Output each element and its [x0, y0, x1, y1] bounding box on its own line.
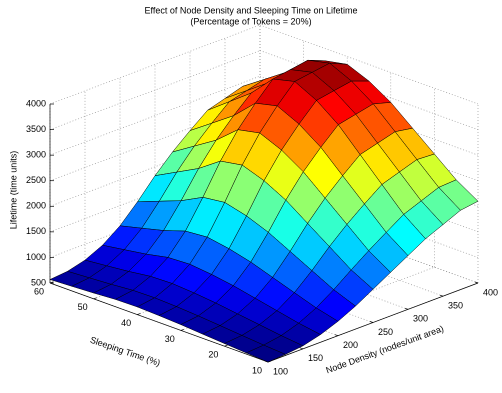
x-tick-label: 350: [448, 301, 463, 311]
y-tick-label: 30: [165, 334, 175, 344]
z-tick-label: 4000: [26, 98, 46, 108]
grid-line: [224, 266, 435, 347]
x-tick: [439, 294, 444, 297]
y-tick-label: 50: [78, 302, 88, 312]
chart-title: Effect of Node Density and Sleeping Time…: [145, 5, 358, 15]
y-tick: [49, 281, 54, 284]
z-tick-label: 1000: [26, 252, 46, 262]
x-tick-label: 150: [308, 353, 323, 363]
z-tick-label: 2500: [26, 175, 46, 185]
y-tick: [137, 313, 141, 315]
x-tick: [334, 334, 339, 336]
y-tick-label: 60: [34, 286, 44, 296]
z-tick-label: 2000: [26, 201, 46, 211]
grid-line: [49, 50, 261, 130]
x-tick-label: 400: [483, 287, 498, 297]
x-tick-label: 100: [273, 366, 288, 376]
z-tick-label: 3500: [26, 124, 46, 134]
y-tick-label: 10: [252, 365, 262, 375]
y-tick: [93, 297, 97, 300]
y-axis-label: Sleeping Time (%): [89, 335, 162, 368]
y-tick: [180, 329, 184, 331]
x-tick: [404, 308, 409, 310]
grid-line: [49, 75, 261, 156]
x-tick-label: 200: [343, 340, 358, 350]
x-tick: [474, 281, 479, 284]
y-tick-label: 40: [121, 318, 131, 328]
y-axis: [49, 282, 269, 363]
x-tick: [299, 347, 304, 350]
grid-line: [49, 24, 261, 105]
x-tick: [369, 321, 374, 323]
z-tick-label: 500: [31, 277, 46, 287]
y-tick: [224, 344, 228, 347]
surface-facet: [245, 344, 287, 363]
z-tick-label: 1500: [26, 226, 46, 236]
x-tick-label: 300: [413, 314, 428, 324]
z-tick-label: 3000: [26, 150, 46, 160]
chart-subtitle: (Percentage of Tokens = 20%): [190, 16, 311, 26]
z-axis-label: Lifetime (time units): [8, 151, 18, 230]
y-tick-label: 20: [208, 350, 218, 360]
x-tick-label: 250: [378, 327, 393, 337]
